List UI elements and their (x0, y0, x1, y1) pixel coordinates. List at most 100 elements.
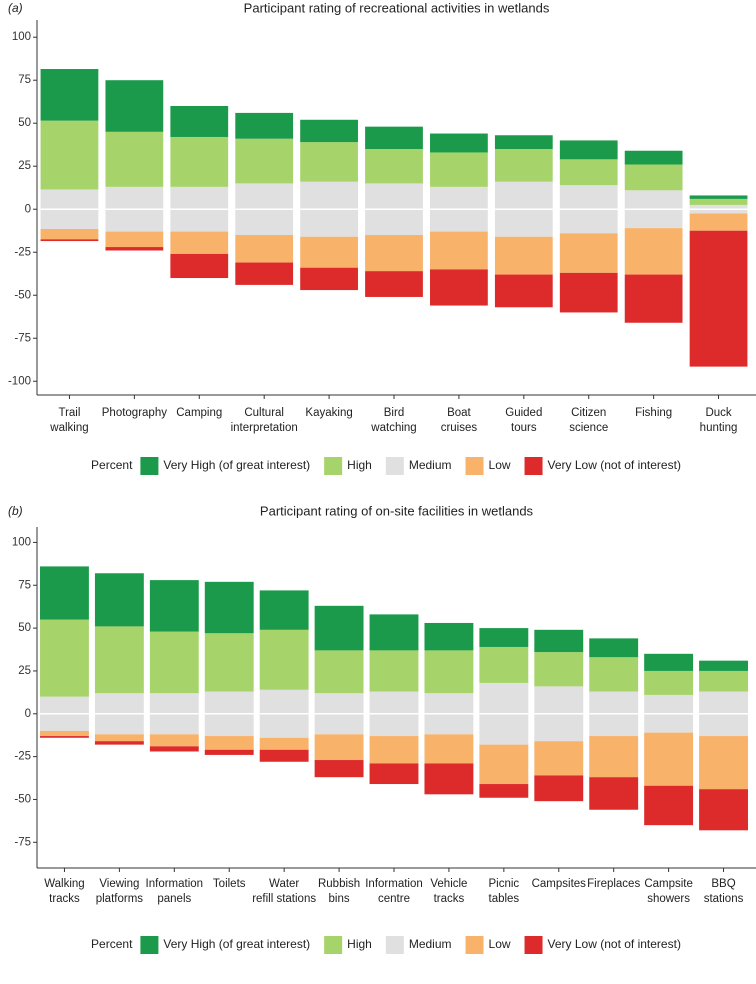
bar-segment (644, 732, 694, 786)
x-tick-label-line: interpretation (231, 422, 298, 434)
bar-segment (105, 231, 164, 248)
x-tick-label-line: Duck (705, 407, 731, 419)
x-tick-label-line: Viewing (99, 878, 139, 890)
x-tick-label-line: Campsite (644, 878, 693, 890)
legend-swatch (324, 457, 343, 475)
y-tick-label: 0 (25, 203, 31, 215)
y-tick-label: 0 (25, 708, 31, 720)
bar-segment (300, 267, 358, 291)
legend-swatch (324, 936, 343, 954)
bar-segment (644, 653, 694, 671)
x-tick-label-line: panels (157, 893, 191, 905)
x-tick-label-line: tracks (434, 893, 465, 905)
bar-segment (559, 272, 618, 313)
x-tick-label: BBQ stations (704, 878, 744, 905)
bar-segment (170, 231, 229, 254)
legend-label: Medium (409, 937, 452, 951)
bar-segment (624, 164, 683, 191)
x-tick-label-line: bins (329, 893, 350, 905)
bar-segment (559, 233, 618, 273)
bar-segment (40, 566, 89, 620)
bar-segment (589, 777, 639, 810)
bar-segment (689, 230, 748, 367)
x-tick-label-line: Boat (447, 407, 471, 419)
y-tick-label: 50 (18, 622, 31, 634)
legend-label: Very High (of great interest) (163, 937, 310, 951)
bar-segment (424, 622, 474, 651)
x-tick-label-line: Picnic (489, 878, 520, 890)
x-tick-label-line: Bird (384, 407, 404, 419)
bar-segment (235, 138, 294, 184)
chart-title: Participant rating of recreational activ… (244, 0, 550, 15)
x-tick-label-line: watching (370, 422, 416, 434)
y-tick-label: -25 (14, 751, 31, 763)
bar-segment (699, 789, 748, 831)
bar-segment (494, 149, 553, 182)
bar-segment (40, 730, 89, 737)
x-tick-label: Duck hunting (700, 407, 738, 434)
bar-segment (689, 213, 748, 231)
bar-segment (235, 235, 294, 263)
y-tick-label: -25 (14, 246, 31, 258)
bar-segment (149, 631, 199, 694)
bar-segment (314, 760, 364, 778)
bar-segment (40, 239, 99, 242)
x-tick-label-line: Camping (176, 407, 222, 419)
legend-title: Percent (91, 458, 133, 472)
bar-segment (589, 736, 639, 778)
x-tick-label-line: tables (489, 893, 520, 905)
bar-segment (365, 149, 423, 184)
bar-segment (365, 271, 423, 297)
bar-segment (94, 573, 144, 627)
bar-segment (105, 80, 164, 132)
x-tick-label-line: Photography (102, 407, 167, 419)
bar-segment (479, 744, 529, 785)
bar-segment (424, 650, 474, 694)
x-tick-label-line: centre (378, 893, 410, 905)
x-tick-label-line: Kayaking (305, 407, 352, 419)
bar-segment (94, 626, 144, 694)
x-tick-label-line: Guided (505, 407, 542, 419)
legend-label: High (347, 937, 372, 951)
bar-segment (40, 619, 89, 697)
x-tick-label-line: Toilets (213, 878, 246, 890)
x-tick-label: Bird watching (370, 407, 416, 434)
x-tick-label-line: Fishing (635, 407, 672, 419)
bar-segment (259, 590, 309, 630)
legend-swatch (465, 457, 484, 475)
legend-swatch (385, 936, 404, 954)
x-tick-label: Boat cruises (441, 407, 478, 434)
x-tick-label-line: tours (511, 422, 537, 434)
legend-swatch (524, 936, 543, 954)
bar-segment (534, 652, 584, 687)
bar-segment (624, 274, 683, 323)
bar-segment (689, 195, 748, 199)
legend-label: Very Low (not of interest) (548, 937, 681, 951)
bar-segment (314, 605, 364, 651)
bar-segment (430, 231, 488, 270)
bar-segment (40, 69, 99, 121)
bar-segment (559, 140, 618, 160)
bar-segment (149, 734, 199, 747)
bar-segment (589, 657, 639, 692)
legend-swatch (524, 457, 543, 475)
x-tick-label-line: Trail (58, 407, 80, 419)
bar-segment (204, 736, 254, 750)
bar-segment (94, 741, 144, 745)
bar-segment (699, 670, 748, 692)
bar-segment (170, 253, 229, 279)
x-tick-label: Trail walking (49, 407, 88, 434)
y-tick-label: 50 (18, 117, 31, 129)
bar-segment (479, 628, 529, 647)
panel-label: (b) (8, 504, 23, 518)
legend: Percent Very High (of great interest) High… (91, 936, 681, 954)
bar-segment (644, 670, 694, 695)
legend-label: Very High (of great interest) (163, 458, 310, 472)
bar-segment (430, 133, 488, 153)
x-tick-label-line: cruises (441, 422, 478, 434)
x-tick-label-line: hunting (700, 422, 738, 434)
x-tick-label: Photography (102, 407, 167, 419)
x-tick-label: Picnic tables (489, 878, 520, 905)
legend-label: Medium (409, 458, 452, 472)
